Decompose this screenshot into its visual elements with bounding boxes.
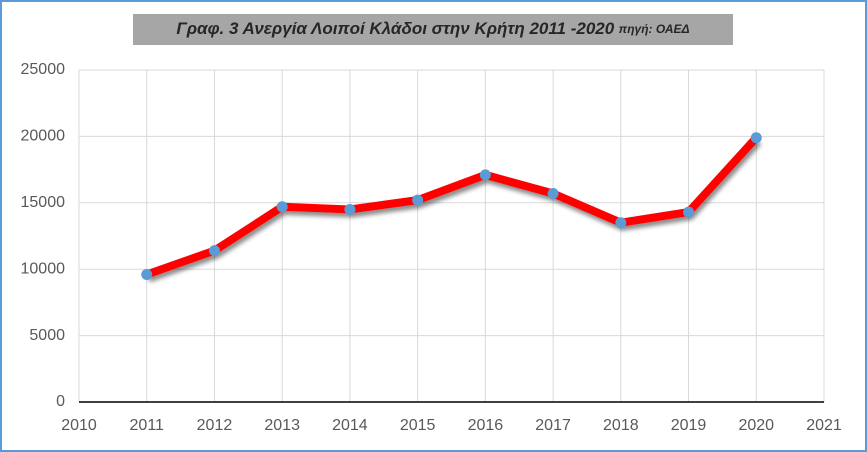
y-tick-label: 0 [56,393,65,410]
x-tick-label: 2019 [671,417,707,434]
marker [547,188,559,200]
marker [683,206,695,218]
x-tick-label: 2015 [400,417,436,434]
y-tick-label: 5000 [29,327,65,344]
marker [750,132,762,144]
y-tick-label: 15000 [21,194,66,211]
marker [344,203,356,215]
y-tick-label: 20000 [21,128,66,145]
x-tick-label: 2013 [264,417,300,434]
x-tick-label: 2018 [603,417,639,434]
y-tick-label: 10000 [21,260,66,277]
x-tick-label: 2012 [197,417,233,434]
x-tick-label: 2014 [332,417,368,434]
y-tick-label: 25000 [21,61,66,78]
source: πηγή: ΟΑΕΔ [619,22,690,36]
x-tick-label: 2017 [535,417,571,434]
marker [412,194,424,206]
x-tick-label: 2011 [130,417,165,434]
title-main: Γραφ. 3 Ανεργία Λοιποί Κλάδοι στην Κρήτη… [176,19,614,38]
x-tick-label: 2016 [468,417,504,434]
marker [208,245,220,257]
chart-title: Γραφ. 3 Ανεργία Λοιποί Κλάδοι στην Κρήτη… [176,19,689,38]
x-tick-label: 2020 [738,417,774,434]
marker [479,169,491,181]
series-line [145,135,760,279]
x-tick-label: 2010 [61,417,97,434]
marker [141,269,153,281]
marker [276,201,288,213]
title-box [133,14,733,45]
marker [615,217,627,229]
x-tick-label: 2021 [806,417,842,434]
